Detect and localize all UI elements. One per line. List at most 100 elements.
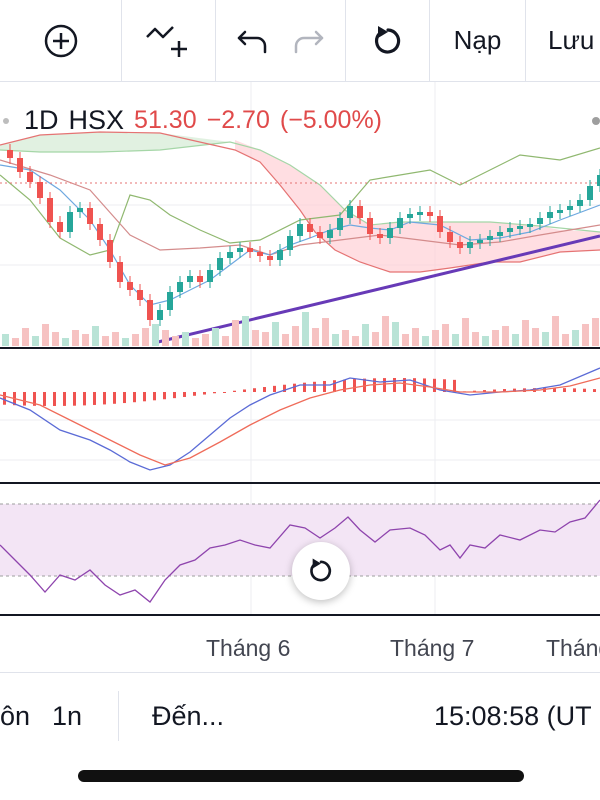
volume-bar [402,334,409,346]
candle [417,212,423,215]
macd-hist-bar [173,392,176,399]
macd-hist-bar [293,383,296,392]
volume-bar [112,332,119,346]
macd-hist-bar [233,390,236,392]
candle [507,228,513,232]
candle [357,206,363,218]
volume-bar [462,318,469,346]
range-button-cut[interactable]: ôn [0,701,31,731]
volume-bar [512,334,519,346]
macd-hist-bar [93,392,96,405]
macd-hist-bar [283,384,286,392]
candle [497,232,503,236]
volume-bar [532,328,539,346]
save-button[interactable]: Lưu [548,25,595,55]
macd-hist-bar [483,390,486,392]
macd-hist-bar [313,381,316,392]
candle [527,224,533,227]
rsi-line [0,499,600,603]
macd-hist-bar [193,392,196,396]
volume-bar [442,324,449,346]
load-button[interactable]: Nạp [430,0,526,82]
clock-timezone[interactable]: 15:08:58 (UT [434,701,592,731]
candle [197,276,203,282]
range-button-1n[interactable]: 1n [52,701,83,731]
goto-date-button[interactable]: Đến... [152,701,225,731]
volume-bar [362,324,369,346]
reset-chart-button[interactable] [346,0,430,82]
volume-bar [592,318,599,346]
macd-hist-bar [123,392,126,404]
volume-bar [302,312,309,346]
candle [67,212,73,232]
candle [517,226,523,229]
candle [427,212,433,216]
undo-icon[interactable] [235,26,271,56]
redo-icon[interactable] [290,26,326,56]
macd-hist-bar [213,392,216,394]
volume-bar [522,320,529,346]
candle [407,214,413,218]
chart-area[interactable]: Tháng 6 Tháng 7 Tháng [0,82,600,672]
candle [237,248,243,252]
macd-hist-bar [243,389,246,392]
volume-bars [2,312,599,346]
candle [457,242,463,248]
candle [257,252,263,256]
macd-hist-bar [163,392,166,400]
volume-bar [502,326,509,346]
candle [57,222,63,232]
volume-bar [562,334,569,346]
volume-bar [432,330,439,346]
refresh-icon [374,25,400,54]
macd-hist-bar [73,392,76,406]
candle [87,208,93,224]
volume-bar [212,328,219,346]
macd-hist-bar [113,392,116,404]
pane-options-dot[interactable] [592,117,600,125]
indicators-button[interactable] [122,0,216,82]
trendline[interactable] [157,234,600,344]
candle [307,224,313,232]
volume-bar [472,332,479,346]
macd-hist-bar [453,379,456,392]
volume-bar [352,336,359,346]
volume-bar [282,334,289,346]
chart-canvas[interactable] [0,82,600,672]
macd-hist-bar [573,388,576,392]
x-axis-label: Tháng 6 [206,635,291,661]
volume-bar [552,316,559,346]
last-price: 51.30 [134,105,197,134]
macd-hist-bar [583,388,586,392]
volume-bar [2,334,9,346]
candle [447,232,453,242]
macd-hist-bar [403,378,406,392]
volume-bar [482,336,489,346]
volume-bar [272,322,279,346]
volume-bar [222,336,229,346]
macd-hist-bar [143,392,146,402]
candle [17,158,23,172]
macd-hist-bar [443,379,446,392]
candle [117,262,123,282]
pane-options-dot [3,118,9,124]
candle [97,224,103,240]
volume-bar [192,338,199,346]
volume-bar [342,330,349,346]
macd-hist-bar [103,392,106,405]
volume-bar [42,324,49,346]
reset-scale-button[interactable] [292,542,350,600]
candle [47,198,53,222]
volume-bar [22,328,29,346]
add-button[interactable] [0,0,122,82]
volume-bar [382,316,389,346]
volume-bar [12,338,19,346]
macd-hist-bar [343,379,346,392]
candle [567,206,573,210]
symbol-legend[interactable]: 1D HSX 51.30 −2.70 (−5.00%) [0,102,392,138]
candle [487,236,493,240]
volume-bar [372,332,379,346]
candle [227,252,233,258]
candle [317,232,323,238]
candle [177,282,183,292]
